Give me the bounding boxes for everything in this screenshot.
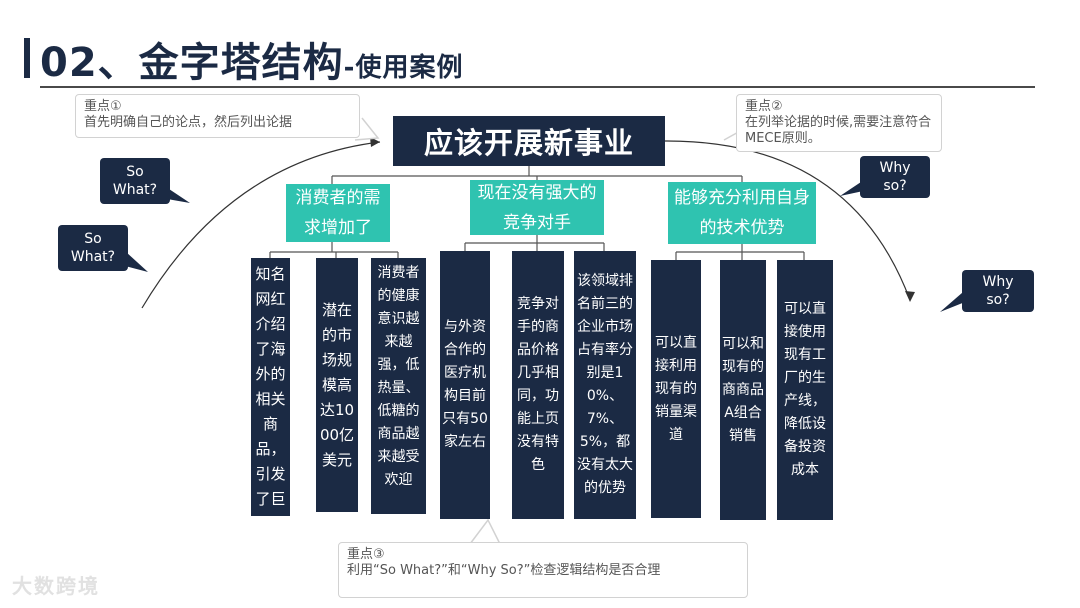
evidence-3-1: 可以直接利用现有的销量渠道 [651, 260, 701, 518]
bubble-why-so-2: Why so? [962, 270, 1034, 312]
note-2: 重点② 在列举论据的时候,需要注意符合MECE原则。 [736, 94, 942, 152]
bubble-so-what-1: So What? [100, 158, 170, 204]
title-accent-bar [24, 38, 30, 78]
evidence-2-2: 竞争对手的商品价格几乎相同，功能上页没有特色 [512, 251, 564, 519]
evidence-3-2: 可以和现有的商商品A组合销售 [720, 260, 766, 520]
evidence-1-1: 知名网红介绍了海外的相关商品，引发了巨大的 [251, 258, 290, 516]
top-conclusion-box: 应该开展新事业 [393, 116, 665, 166]
title-sub: -使用案例 [343, 53, 464, 83]
branch-2-box: 现在没有强大的竞争对手 [470, 180, 604, 235]
bubble-why-so-1: Why so? [860, 156, 930, 198]
watermark: 大数跨境 [12, 574, 100, 598]
note-1-text: 首先明确自己的论点，然后列出论据 [84, 115, 293, 130]
right-arc-arrowhead [905, 291, 915, 302]
evidence-2-3: 该领域排名前三的企业市场占有率分别是10%、7%、5%，都没有太大的优势 [574, 251, 636, 519]
note-1-title: 重点① [84, 99, 122, 114]
left-arc [141, 141, 381, 309]
title-underline [40, 86, 1035, 88]
note-3-text: 利用“So What?”和“Why So?”检查逻辑结构是否合理 [347, 563, 661, 578]
evidence-1-2: 潜在的市场规模高达1000亿美元 [316, 258, 358, 512]
page-title: 02、金字塔结构-使用案例 [40, 30, 463, 88]
note-2-text: 在列举论据的时候,需要注意符合MECE原则。 [745, 115, 932, 146]
title-main: 02、金字塔结构 [40, 40, 344, 86]
branch-3-box: 能够充分利用自身的技术优势 [668, 182, 816, 244]
evidence-3-3: 可以直接使用现有工厂的生产线，降低设备投资成本 [777, 260, 833, 520]
note-2-title: 重点② [745, 99, 783, 114]
note-3-title: 重点③ [347, 547, 385, 562]
note-3: 重点③ 利用“So What?”和“Why So?”检查逻辑结构是否合理 [338, 542, 748, 598]
branch-1-box: 消费者的需求增加了 [286, 184, 390, 242]
evidence-1-3: 消费者的健康意识越来越强，低热量、低糖的商品越来越受欢迎 [371, 258, 426, 514]
bubble-so-what-2: So What? [58, 225, 128, 271]
right-arc [664, 140, 911, 301]
left-arc-arrowhead [370, 137, 380, 147]
note-1: 重点① 首先明确自己的论点，然后列出论据 [75, 94, 360, 138]
evidence-2-1: 与外资合作的医疗机构目前只有50家左右 [440, 251, 490, 519]
